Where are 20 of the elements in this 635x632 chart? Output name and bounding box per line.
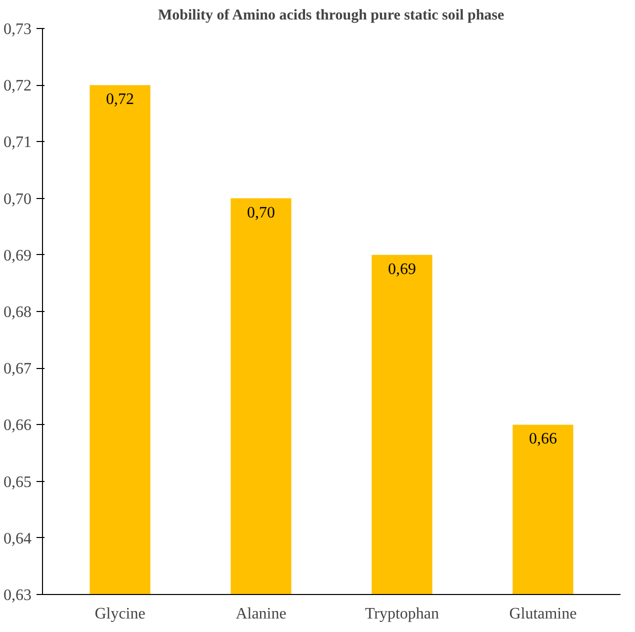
y-tick-label: 0,63 (4, 587, 32, 604)
data-label: 0,66 (528, 430, 557, 448)
y-tick-label: 0,65 (4, 474, 32, 491)
y-tick-label: 0,67 (4, 360, 32, 378)
data-label: 0,69 (388, 260, 416, 278)
y-tick-label: 0,69 (4, 247, 32, 264)
data-label: 0,72 (106, 91, 134, 108)
x-tick-label: Glutamine (509, 606, 577, 622)
y-tick-label: 0,73 (4, 21, 32, 38)
y-tick-label: 0,68 (4, 304, 32, 321)
data-label: 0,70 (247, 204, 276, 222)
x-tick-label: Glycine (94, 606, 146, 622)
y-tick-label: 0,66 (4, 417, 32, 434)
x-tick-label: Tryptophan (364, 606, 440, 622)
y-tick-label: 0,71 (4, 134, 32, 152)
chart-title: Mobility of Amino acids through pure static soil phase (158, 8, 505, 24)
y-tick-label: 0,64 (4, 530, 32, 548)
x-tick-label: Alanine (236, 606, 286, 622)
y-tick-label: 0,70 (4, 190, 32, 208)
y-tick-label: 0,72 (4, 78, 32, 95)
